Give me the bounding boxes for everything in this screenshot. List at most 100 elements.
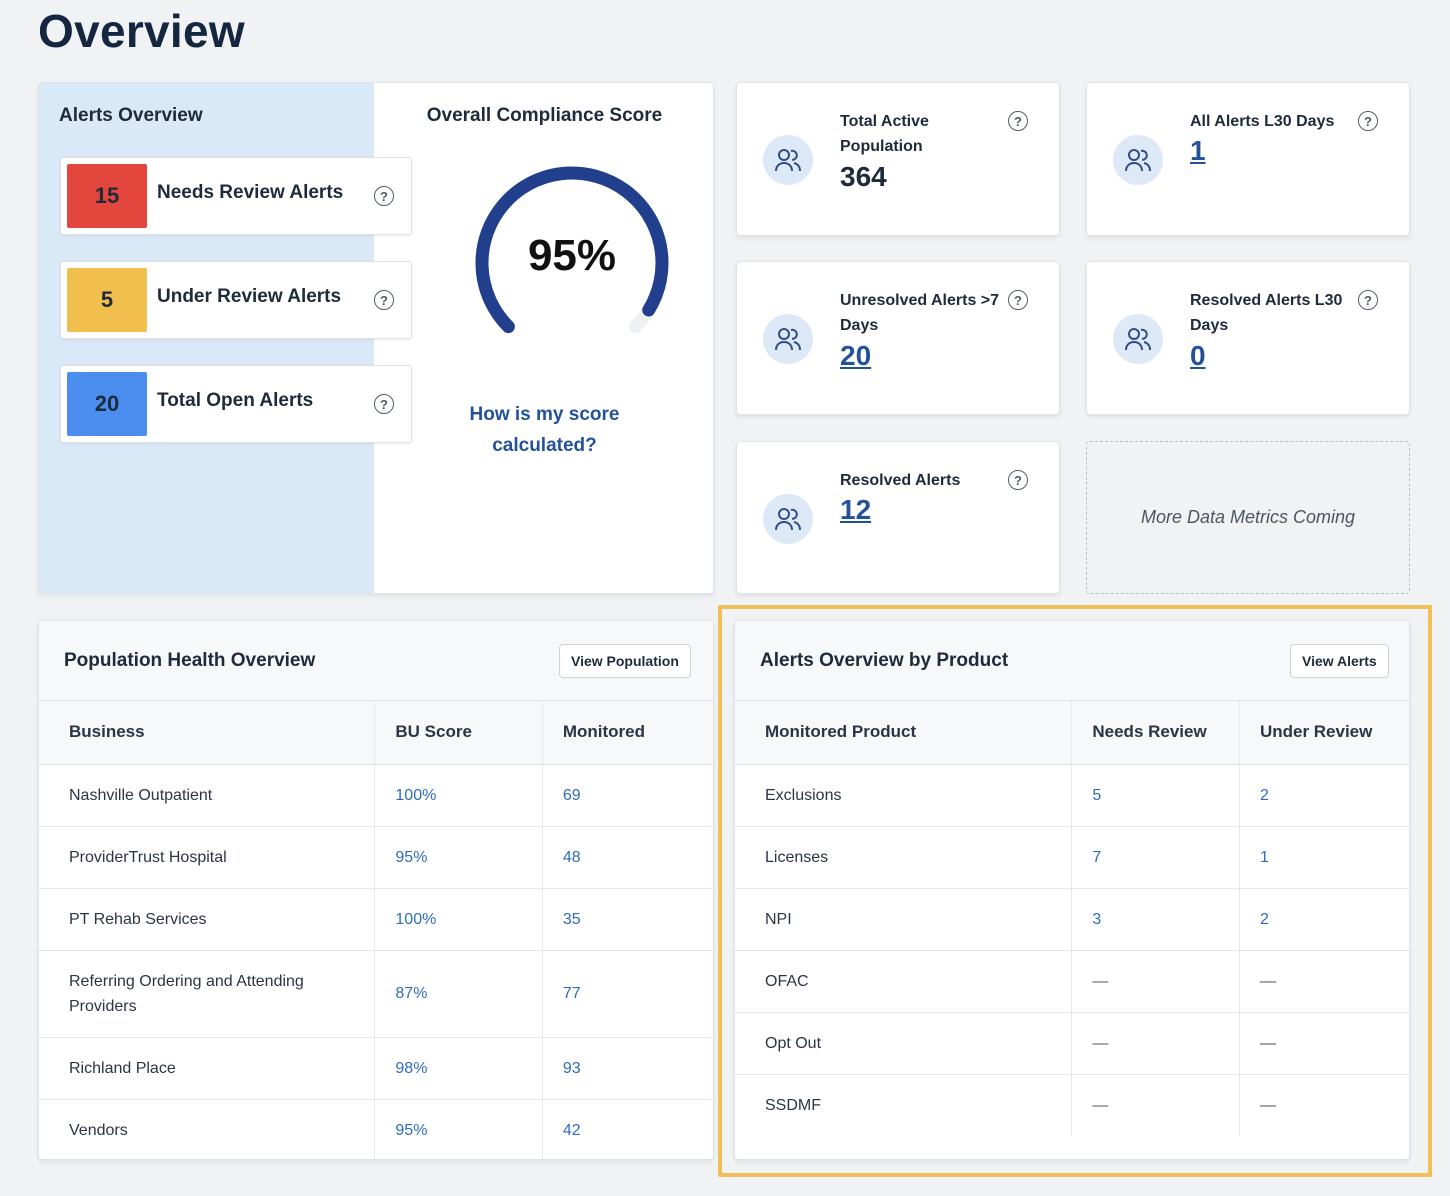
alerts-overview-title: Alerts Overview bbox=[59, 105, 203, 126]
table-row[interactable]: SSDMF — — bbox=[735, 1074, 1409, 1136]
needs-review-link[interactable]: 3 bbox=[1071, 888, 1240, 951]
needs-review-value: — bbox=[1071, 1074, 1240, 1136]
help-icon[interactable]: ? bbox=[374, 186, 394, 206]
table-row[interactable]: NPI 3 2 bbox=[735, 888, 1409, 951]
bu-score-link[interactable]: 95% bbox=[374, 826, 543, 889]
help-icon[interactable]: ? bbox=[1008, 111, 1028, 131]
total-open-count: 20 bbox=[67, 372, 147, 436]
population-health-card: Population Health Overview View Populati… bbox=[38, 620, 714, 1160]
users-icon bbox=[1113, 314, 1163, 364]
bu-score-link[interactable]: 87% bbox=[374, 950, 543, 1038]
product-name: OFAC bbox=[735, 950, 1072, 1013]
business-name: Vendors bbox=[69, 1121, 128, 1139]
metric-value-link[interactable]: 0 bbox=[1190, 340, 1206, 371]
view-alerts-button[interactable]: View Alerts bbox=[1290, 644, 1389, 678]
under-review-link[interactable]: 1 bbox=[1238, 826, 1409, 889]
column-header-business[interactable]: Business bbox=[39, 701, 375, 765]
table-row[interactable]: Opt Out — — bbox=[735, 1012, 1409, 1075]
under-review-value: — bbox=[1238, 1074, 1409, 1136]
help-icon[interactable]: ? bbox=[1008, 470, 1028, 490]
under-review-alerts-row[interactable]: 5 Under Review Alerts ? bbox=[60, 261, 412, 339]
help-icon[interactable]: ? bbox=[1008, 290, 1028, 310]
table-row[interactable]: Licenses 7 1 bbox=[735, 826, 1409, 889]
business-name: PT Rehab Services bbox=[39, 888, 375, 951]
product-name: SSDMF bbox=[765, 1096, 821, 1114]
needs-review-link[interactable]: 5 bbox=[1071, 764, 1240, 827]
score-link-text: How is my score calculated? bbox=[469, 404, 620, 456]
compliance-title: Overall Compliance Score bbox=[426, 105, 663, 126]
table-row[interactable]: PT Rehab Services 100% 35 bbox=[39, 888, 713, 951]
business-name: Richland Place bbox=[39, 1037, 375, 1100]
view-population-button[interactable]: View Population bbox=[559, 644, 691, 678]
needs-review-alerts-row[interactable]: 15 Needs Review Alerts ? bbox=[60, 157, 412, 235]
business-name: ProviderTrust Hospital bbox=[39, 826, 375, 889]
needs-review-count: 15 bbox=[67, 164, 147, 228]
needs-review-value: — bbox=[1071, 1012, 1240, 1075]
metric-value-link[interactable]: 12 bbox=[840, 494, 872, 525]
table-row[interactable]: Vendors 95% 42 bbox=[39, 1099, 713, 1159]
column-header-monitored-product[interactable]: Monitored Product bbox=[735, 701, 1072, 765]
help-icon[interactable]: ? bbox=[1358, 290, 1378, 310]
metric-label: Resolved Alerts L30 Days bbox=[1190, 292, 1343, 334]
users-icon bbox=[763, 135, 813, 185]
table-row[interactable]: Exclusions 5 2 bbox=[735, 764, 1409, 827]
metric-label: Resolved Alerts bbox=[840, 472, 961, 489]
product-name: NPI bbox=[735, 888, 1072, 951]
table-row[interactable]: Richland Place 98% 93 bbox=[39, 1037, 713, 1100]
column-header-bu-score[interactable]: BU Score bbox=[374, 701, 543, 765]
column-header-under-review[interactable]: Under Review bbox=[1238, 701, 1409, 765]
metric-all-alerts-l30: All Alerts L30 Days ? 1 bbox=[1086, 82, 1410, 236]
needs-review-link[interactable]: 7 bbox=[1071, 826, 1240, 889]
metric-resolved-alerts: Resolved Alerts ? 12 bbox=[736, 441, 1060, 594]
page-title: Overview bbox=[38, 5, 245, 57]
table-row[interactable]: OFAC — — bbox=[735, 950, 1409, 1013]
total-open-label: Total Open Alerts bbox=[157, 390, 314, 411]
under-review-link[interactable]: 2 bbox=[1238, 764, 1409, 827]
bu-score-link[interactable]: 98% bbox=[374, 1037, 543, 1100]
bu-score-link[interactable]: 100% bbox=[374, 764, 543, 827]
alerts-overview-panel: Alerts Overview 15 Needs Review Alerts ?… bbox=[39, 83, 412, 593]
more-metrics-placeholder: More Data Metrics Coming bbox=[1086, 441, 1410, 594]
metric-total-active-population: Total Active Population ? 364 bbox=[736, 82, 1060, 236]
under-review-label: Under Review Alerts bbox=[157, 286, 342, 307]
business-name: Referring Ordering and Attending Provide… bbox=[39, 950, 375, 1038]
under-review-value: — bbox=[1238, 950, 1409, 1013]
help-icon[interactable]: ? bbox=[374, 394, 394, 414]
metric-unresolved-alerts-7-days: Unresolved Alerts >7 Days ? 20 bbox=[736, 261, 1060, 415]
help-icon[interactable]: ? bbox=[374, 290, 394, 310]
users-icon bbox=[1113, 135, 1163, 185]
monitored-link[interactable]: 77 bbox=[541, 950, 713, 1038]
bu-score-link[interactable]: 100% bbox=[374, 888, 543, 951]
metric-label: Unresolved Alerts >7 Days bbox=[840, 292, 1000, 334]
under-review-link[interactable]: 2 bbox=[1238, 888, 1409, 951]
score-calculation-link[interactable]: How is my score calculated? bbox=[374, 399, 713, 461]
metric-resolved-alerts-l30: Resolved Alerts L30 Days ? 0 bbox=[1086, 261, 1410, 415]
help-icon[interactable]: ? bbox=[1358, 111, 1378, 131]
total-open-alerts-row[interactable]: 20 Total Open Alerts ? bbox=[60, 365, 412, 443]
alerts-by-product-header: Alerts Overview by Product View Alerts bbox=[735, 621, 1409, 701]
monitored-link[interactable]: 48 bbox=[541, 826, 713, 889]
table-header-row: Monitored Product Needs Review Under Rev… bbox=[735, 701, 1409, 765]
compliance-score-panel: Overall Compliance Score 95% How is my s… bbox=[374, 83, 713, 593]
monitored-link[interactable]: 35 bbox=[541, 888, 713, 951]
monitored-link[interactable]: 69 bbox=[541, 764, 713, 827]
metric-value-link[interactable]: 1 bbox=[1190, 135, 1206, 166]
table-row[interactable]: Referring Ordering and Attending Provide… bbox=[39, 950, 713, 1038]
bu-score-link[interactable]: 95% bbox=[374, 1099, 543, 1159]
metric-label: Total Active Population bbox=[840, 113, 929, 155]
business-name: Nashville Outpatient bbox=[39, 764, 375, 827]
gauge-svg bbox=[475, 166, 669, 334]
column-header-monitored[interactable]: Monitored bbox=[541, 701, 713, 765]
compliance-score-value: 95% bbox=[527, 231, 617, 280]
needs-review-value: — bbox=[1071, 950, 1240, 1013]
compliance-gauge: 95% bbox=[462, 163, 682, 363]
metric-value-link[interactable]: 20 bbox=[840, 340, 872, 371]
column-header-needs-review[interactable]: Needs Review bbox=[1071, 701, 1240, 765]
needs-review-label: Needs Review Alerts bbox=[157, 182, 344, 203]
product-name: Licenses bbox=[735, 826, 1072, 889]
monitored-link[interactable]: 42 bbox=[541, 1099, 713, 1159]
population-health-header: Population Health Overview View Populati… bbox=[39, 621, 713, 701]
table-row[interactable]: Nashville Outpatient 100% 69 bbox=[39, 764, 713, 827]
monitored-link[interactable]: 93 bbox=[541, 1037, 713, 1100]
table-row[interactable]: ProviderTrust Hospital 95% 48 bbox=[39, 826, 713, 889]
